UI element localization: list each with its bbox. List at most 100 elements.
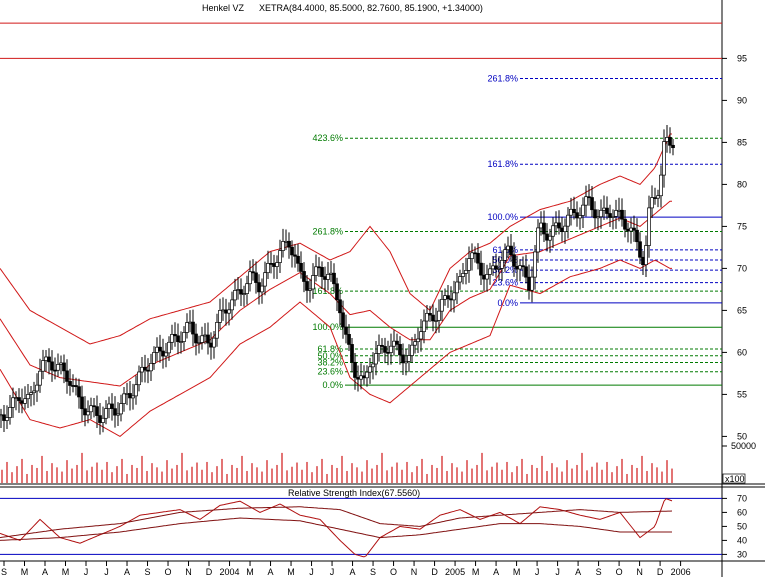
- candle-body: [11, 397, 15, 408]
- x-tick-label-21: D: [431, 567, 438, 577]
- candle-body: [20, 400, 24, 404]
- candle-body: [533, 251, 537, 278]
- rsi-ma-lower: [0, 517, 672, 541]
- candle-body: [53, 369, 57, 372]
- candlestick: [131, 383, 135, 410]
- candle-body: [350, 344, 354, 363]
- candle-body: [524, 266, 528, 278]
- candlestick: [95, 395, 99, 429]
- candle-body: [122, 393, 126, 404]
- candlestick: [254, 261, 258, 294]
- candle-body: [29, 392, 33, 395]
- candle-body: [176, 335, 180, 343]
- price-tick-label-7: 60: [737, 347, 747, 357]
- candle-body: [605, 207, 609, 214]
- candle-body: [656, 195, 660, 199]
- fib-label-blue-11: 100.0%: [487, 212, 518, 222]
- candle-body: [245, 283, 249, 294]
- candle-body: [170, 334, 174, 343]
- candlestick: [275, 255, 279, 279]
- x-tick-label-1: M: [21, 567, 29, 577]
- candlestick: [590, 185, 594, 218]
- candlestick: [302, 262, 306, 293]
- candle-body: [251, 271, 255, 274]
- price-tick-label-5: 70: [737, 263, 747, 273]
- candle-body: [407, 355, 411, 362]
- candle-body: [59, 362, 63, 365]
- candlestick: [305, 275, 309, 303]
- candle-body: [233, 290, 237, 301]
- candle-body: [464, 270, 468, 274]
- x-tick-label-9: N: [185, 567, 192, 577]
- candle-body: [512, 254, 516, 267]
- candle-body: [89, 405, 93, 413]
- chart-quote: XETRA(84.4000, 85.5000, 82.7600, 85.1900…: [259, 3, 483, 13]
- candle-body: [284, 240, 288, 243]
- candle-body: [365, 371, 369, 379]
- candlestick: [266, 250, 270, 280]
- candle-body: [362, 375, 366, 379]
- candle-body: [203, 334, 207, 337]
- candlestick: [56, 353, 60, 377]
- candle-body: [356, 377, 360, 380]
- price-tick-label-2: 85: [737, 137, 747, 147]
- candle-body: [116, 413, 120, 416]
- candlestick: [287, 232, 291, 259]
- candle-body: [194, 333, 198, 344]
- x-tick-label-32: D: [657, 567, 664, 577]
- candle-body: [389, 345, 393, 353]
- candlestick: [428, 305, 432, 322]
- candle-body: [62, 362, 66, 372]
- candlestick: [47, 348, 51, 375]
- candle-body: [563, 225, 567, 233]
- candlestick: [5, 405, 9, 430]
- candlestick: [29, 386, 33, 407]
- candlestick: [578, 207, 582, 230]
- candle-body: [428, 313, 432, 316]
- candle-body: [506, 245, 510, 251]
- candlestick: [437, 299, 441, 333]
- candle-body: [521, 265, 525, 268]
- rsi-tick-label-2: 50: [737, 521, 747, 531]
- candlestick: [191, 309, 195, 347]
- x-tick-label-25: M: [513, 567, 521, 577]
- candlestick: [32, 381, 36, 406]
- candle-body: [0, 414, 3, 417]
- candle-body: [5, 417, 9, 421]
- candlestick: [152, 346, 156, 370]
- candle-body: [452, 292, 456, 301]
- candlestick: [212, 331, 216, 359]
- x-tick-label-5: J: [104, 567, 109, 577]
- candle-body: [422, 320, 426, 333]
- candle-body: [482, 274, 486, 280]
- candlestick: [512, 242, 516, 277]
- candle-body: [440, 298, 444, 312]
- candle-body: [554, 222, 558, 227]
- candlestick: [650, 185, 654, 219]
- candle-body: [101, 417, 105, 423]
- x-tick-label-17: A: [350, 567, 356, 577]
- candle-body: [344, 326, 348, 335]
- candlestick: [572, 196, 576, 220]
- candlestick: [17, 388, 21, 413]
- candle-body: [74, 385, 78, 388]
- candle-body: [173, 334, 177, 337]
- candlestick: [293, 244, 297, 268]
- candle-body: [317, 266, 321, 269]
- candle-body: [305, 281, 309, 291]
- candlestick: [500, 250, 504, 281]
- candle-body: [167, 341, 171, 354]
- candlestick: [335, 277, 339, 311]
- candlestick: [476, 243, 480, 270]
- candle-body: [671, 144, 675, 149]
- candle-body: [182, 332, 186, 342]
- candle-body: [413, 341, 417, 346]
- candle-body: [611, 216, 615, 218]
- candlestick: [659, 165, 663, 208]
- x-tick-label-13: A: [268, 567, 274, 577]
- x-tick-label-22: 2005: [445, 567, 465, 577]
- x-tick-label-29: S: [596, 567, 602, 577]
- candle-body: [143, 366, 147, 371]
- candle-body: [275, 262, 279, 267]
